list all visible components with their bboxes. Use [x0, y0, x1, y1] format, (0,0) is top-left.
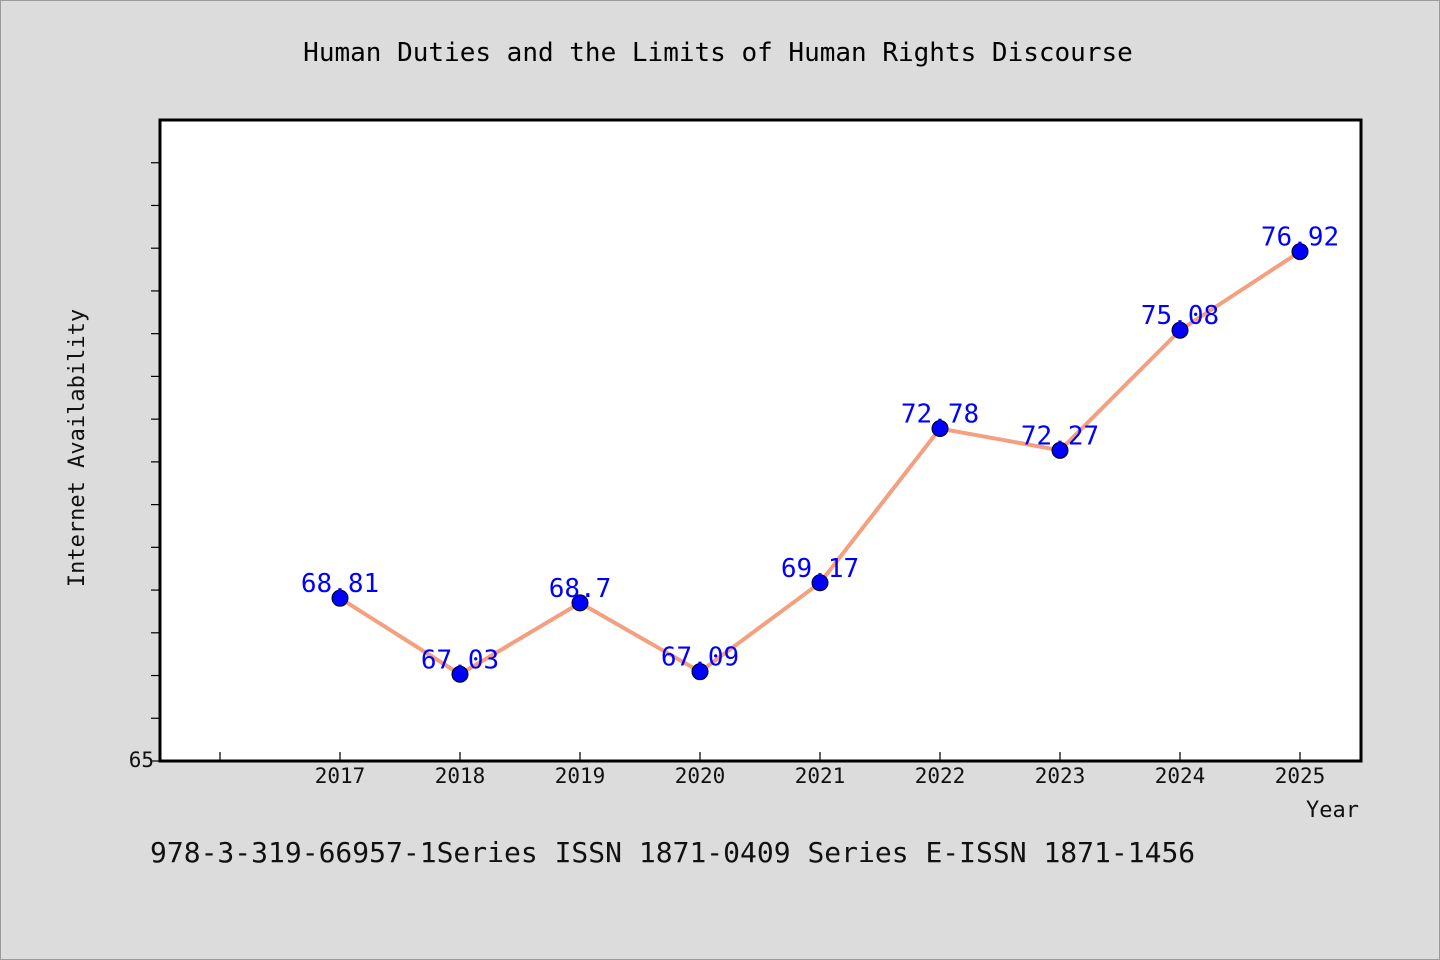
footer-isbn-text: 978-3-319-66957-1Series ISSN 1871-0409 S…: [150, 836, 1195, 869]
data-point: [811, 574, 829, 592]
data-label: 67.03: [421, 645, 499, 675]
chart-title: Human Duties and the Limits of Human Rig…: [303, 38, 1133, 68]
data-point: [571, 594, 589, 612]
data-point: [1291, 243, 1309, 261]
data-label: 69.17: [781, 554, 859, 584]
x-axis-label: Year: [1306, 798, 1359, 823]
data-label: 75.08: [1141, 301, 1219, 331]
data-label: 72.78: [901, 400, 979, 430]
x-tick-label: 2017: [315, 764, 366, 788]
data-point: [1171, 321, 1189, 339]
x-tick-label: 2019: [555, 764, 606, 788]
x-tick-label: 2020: [675, 764, 726, 788]
data-label: 68.81: [301, 569, 379, 599]
data-label: 67.09: [661, 643, 739, 673]
data-point: [691, 663, 709, 681]
x-tick-label: 2025: [1275, 764, 1326, 788]
x-tick-label: 2018: [435, 764, 486, 788]
data-point: [931, 420, 949, 438]
y-tick-label: 65: [129, 748, 154, 772]
data-label: 68.7: [549, 574, 612, 604]
y-axis-ticks: 65: [129, 162, 160, 772]
x-tick-label: 2023: [1035, 764, 1086, 788]
data-point: [1051, 441, 1069, 459]
series-markers: [331, 243, 1309, 683]
data-label: 72.27: [1021, 421, 1099, 451]
x-tick-label: 2021: [795, 764, 846, 788]
x-axis-ticks: 2017 2018 2019 2020 2021 2022 2023 2024 2025: [219, 752, 1326, 788]
y-axis-label: Internet Availability: [65, 309, 90, 587]
data-point: [331, 589, 349, 607]
x-tick-label: 2022: [915, 764, 966, 788]
data-labels: 68.81 67.03 68.7 67.09 69.17 72.78 72.27 75.08 7…: [301, 223, 1339, 676]
x-tick-label: 2024: [1155, 764, 1206, 788]
plot-area: [158, 118, 1363, 763]
data-point: [451, 665, 469, 683]
data-label: 76.92: [1261, 223, 1339, 253]
